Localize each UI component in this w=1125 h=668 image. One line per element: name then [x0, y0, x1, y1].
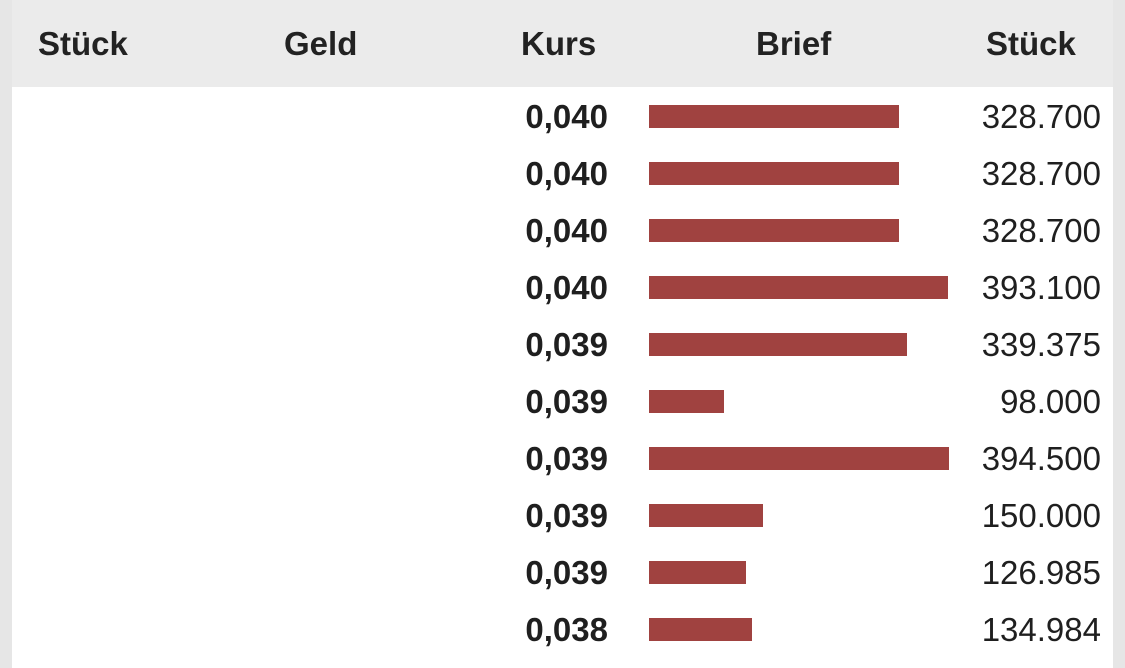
stueck-ask-value: 393.100 — [981, 269, 1101, 306]
orderbook-row: 0,039 150.000 — [12, 487, 1113, 544]
stueck-ask-value: 150.000 — [981, 497, 1101, 534]
orderbook-row: 0,040 328.700 — [12, 202, 1113, 259]
orderbook-row: 0,039 339.375 — [12, 316, 1113, 373]
kurs-value: 0,039 — [525, 326, 608, 363]
stueck-ask-value: 98.000 — [1000, 383, 1101, 420]
orderbook-rows: 0,040 328.700 0,040 328.700 0,040 328.70… — [12, 88, 1113, 658]
brief-volume-bar — [649, 390, 724, 413]
stueck-ask-value: 126.985 — [981, 554, 1101, 591]
kurs-value: 0,038 — [525, 611, 608, 648]
kurs-value: 0,040 — [525, 155, 608, 192]
kurs-value: 0,039 — [525, 497, 608, 534]
brief-volume-bar — [649, 276, 948, 299]
brief-volume-bar — [649, 447, 949, 470]
orderbook-row: 0,040 393.100 — [12, 259, 1113, 316]
stueck-ask-value: 394.500 — [981, 440, 1101, 477]
orderbook-row: 0,039 98.000 — [12, 373, 1113, 430]
brief-volume-bar — [649, 504, 763, 527]
stueck-ask-value: 339.375 — [981, 326, 1101, 363]
stueck-ask-value: 328.700 — [981, 155, 1101, 192]
stueck-ask-value: 328.700 — [981, 98, 1101, 135]
kurs-value: 0,039 — [525, 440, 608, 477]
kurs-value: 0,040 — [525, 98, 608, 135]
column-header-brief: Brief — [756, 25, 832, 62]
column-header-kurs: Kurs — [521, 25, 597, 62]
stueck-ask-value: 328.700 — [981, 212, 1101, 249]
brief-volume-bar — [649, 333, 907, 356]
column-header-stueck-bid: Stück — [38, 25, 128, 62]
orderbook-row: 0,038 134.984 — [12, 601, 1113, 658]
column-header-geld: Geld — [284, 25, 358, 62]
kurs-value: 0,039 — [525, 554, 608, 591]
brief-volume-bar — [649, 219, 899, 242]
orderbook-panel: Stück Geld Kurs Brief Stück 0,040 328.70… — [12, 0, 1113, 668]
kurs-value: 0,040 — [525, 212, 608, 249]
orderbook-row: 0,040 328.700 — [12, 145, 1113, 202]
brief-volume-bar — [649, 105, 899, 128]
column-header-stueck-ask: Stück — [986, 25, 1076, 62]
kurs-value: 0,040 — [525, 269, 608, 306]
orderbook-row: 0,040 328.700 — [12, 88, 1113, 145]
brief-volume-bar — [649, 618, 752, 641]
orderbook-header: Stück Geld Kurs Brief Stück — [12, 0, 1113, 87]
orderbook-row: 0,039 126.985 — [12, 544, 1113, 601]
kurs-value: 0,039 — [525, 383, 608, 420]
brief-volume-bar — [649, 561, 746, 584]
orderbook-row: 0,039 394.500 — [12, 430, 1113, 487]
stueck-ask-value: 134.984 — [981, 611, 1101, 648]
brief-volume-bar — [649, 162, 899, 185]
